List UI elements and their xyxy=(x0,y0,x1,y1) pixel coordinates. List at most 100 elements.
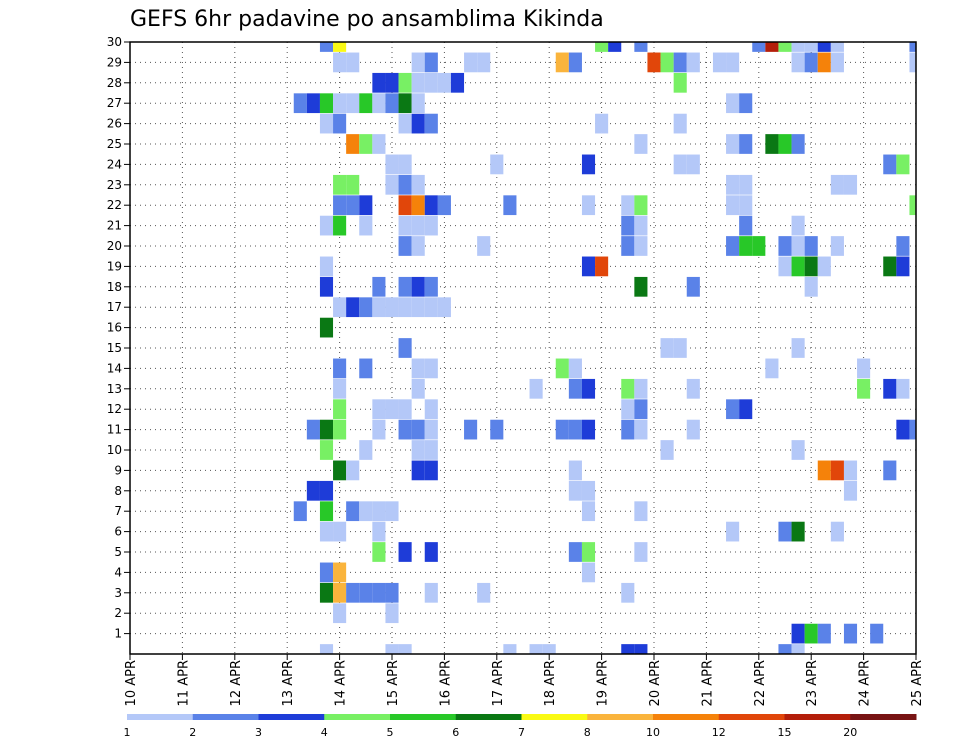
heatmap-cell xyxy=(333,419,347,440)
heatmap-cell xyxy=(830,42,844,52)
heatmap-cell xyxy=(857,358,871,379)
heatmap-cell xyxy=(346,93,360,114)
heatmap-cell xyxy=(411,358,425,379)
heatmap-cell xyxy=(398,236,412,256)
heatmap-cell xyxy=(568,419,582,440)
heatmap-cell xyxy=(778,236,792,256)
heatmap-cell xyxy=(581,480,596,501)
heatmap-cell xyxy=(411,52,425,73)
heatmap-cell xyxy=(739,236,753,256)
heatmap-cell xyxy=(333,195,347,216)
heatmap-cell xyxy=(595,42,609,52)
heatmap-cell xyxy=(385,174,399,195)
y-tick-label: 6 xyxy=(114,525,122,539)
colorbar-label: 5 xyxy=(387,726,394,739)
heatmap-cell xyxy=(385,644,399,654)
heatmap-cell xyxy=(634,195,648,216)
heatmap-cell xyxy=(411,276,425,297)
heatmap-cell xyxy=(372,542,386,562)
heatmap-cell xyxy=(319,582,334,603)
heatmap-cell xyxy=(804,236,818,256)
heatmap-cell xyxy=(437,72,451,93)
heatmap-cell xyxy=(843,460,858,481)
heatmap-cell xyxy=(333,378,347,399)
heatmap-cell xyxy=(424,276,438,297)
heatmap-cell xyxy=(398,297,412,318)
heatmap-cell xyxy=(372,521,386,542)
heatmap-cell xyxy=(385,297,399,318)
heatmap-cell xyxy=(398,72,412,93)
heatmap-cell xyxy=(621,419,635,440)
heatmap-cell xyxy=(398,113,412,134)
heatmap-cell xyxy=(424,72,438,93)
heatmap-cell xyxy=(372,93,386,114)
heatmap-cell xyxy=(319,317,334,338)
heatmap-cell xyxy=(372,72,386,93)
heatmap-cell xyxy=(686,419,700,440)
colorbar-segment xyxy=(521,714,588,720)
colorbar-label: 2 xyxy=(189,726,196,739)
heatmap-cell xyxy=(411,297,425,318)
heatmap-cell xyxy=(372,276,386,297)
heatmap-cell xyxy=(660,440,674,460)
heatmap-cell xyxy=(529,378,543,399)
heatmap-cell xyxy=(359,215,373,236)
heatmap-cell xyxy=(398,195,412,216)
heatmap-cell xyxy=(791,215,805,236)
heatmap-cell xyxy=(385,93,399,114)
heatmap-cell xyxy=(896,154,910,175)
heatmap-cell xyxy=(830,236,844,256)
heatmap-cell xyxy=(346,195,360,216)
heatmap-cell xyxy=(333,42,347,52)
heatmap-cell xyxy=(437,297,451,318)
heatmap-cell xyxy=(359,582,373,603)
colorbar-label: 1 xyxy=(124,726,131,739)
heatmap-cell xyxy=(883,154,897,175)
x-tick-label: 15 APR xyxy=(386,660,401,706)
heatmap-cell xyxy=(621,582,635,603)
heatmap-cell xyxy=(726,52,740,73)
heatmap-cell xyxy=(372,582,386,603)
y-tick-label: 12 xyxy=(107,402,122,416)
heatmap-cell xyxy=(542,644,556,654)
heatmap-cell xyxy=(424,297,438,318)
heatmap-cell xyxy=(346,52,360,73)
heatmap-cell xyxy=(333,297,347,318)
heatmap-cell xyxy=(385,399,399,420)
colorbar-segment xyxy=(127,714,194,720)
colorbar-segment xyxy=(258,714,325,720)
x-tick-label: 20 APR xyxy=(648,660,663,706)
heatmap-cell xyxy=(359,195,373,216)
heatmap-cell xyxy=(791,521,805,542)
heatmap-cell xyxy=(398,154,412,175)
y-tick-label: 21 xyxy=(107,219,122,233)
x-tick-label: 18 APR xyxy=(543,660,558,706)
heatmap-cell xyxy=(398,174,412,195)
heatmap-cell xyxy=(581,378,596,399)
colorbar-label: 3 xyxy=(255,726,262,739)
colorbar: 1 2 3 4 5 6 7 8 10 12 15 20 xyxy=(124,714,917,739)
heatmap-cell xyxy=(319,113,334,134)
y-tick-label: 13 xyxy=(107,382,122,396)
heatmap-cell xyxy=(791,236,805,256)
heatmap-cell xyxy=(621,236,635,256)
y-axis-ticks: 1234567891011121314151617181920212223242… xyxy=(107,35,130,641)
heatmap-cell xyxy=(686,378,700,399)
heatmap-cell xyxy=(333,113,347,134)
heatmap-cell xyxy=(568,460,582,481)
heatmap-cell xyxy=(306,93,320,114)
heatmap-cell xyxy=(581,154,596,175)
heatmap-cell xyxy=(306,480,320,501)
heatmap-cell xyxy=(791,52,805,73)
heatmap-cell xyxy=(333,215,347,236)
heatmap-cell xyxy=(359,93,373,114)
x-tick-label: 22 APR xyxy=(753,660,768,706)
heatmap-cell xyxy=(673,154,687,175)
x-tick-label: 17 APR xyxy=(491,660,506,706)
heatmap-cell xyxy=(726,236,740,256)
heatmap-cell xyxy=(673,72,687,93)
heatmap-cell xyxy=(319,256,334,277)
heatmap-cell xyxy=(503,195,517,216)
y-tick-label: 16 xyxy=(107,321,122,335)
y-tick-label: 1 xyxy=(114,627,122,641)
